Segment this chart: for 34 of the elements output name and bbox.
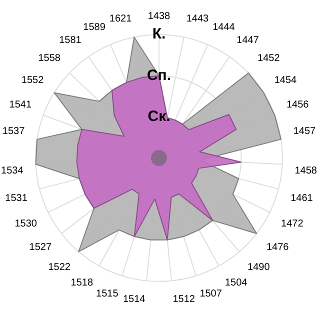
spoke-label: 1514 <box>123 294 146 305</box>
spoke-label: 1515 <box>96 288 119 300</box>
spoke-label: 1504 <box>224 278 248 289</box>
spoke-label: 1518 <box>70 278 94 289</box>
spoke-label: 1452 <box>258 53 280 64</box>
y-tick-label: Сп. <box>146 66 172 84</box>
spoke-label: 1534 <box>1 166 24 177</box>
spoke-label: 1458 <box>294 166 318 177</box>
spoke-label: 1490 <box>248 262 270 273</box>
y-tick-label: К. <box>152 26 166 43</box>
spoke-label: 1530 <box>14 218 38 230</box>
spoke-label: 1537 <box>2 126 26 138</box>
spoke-label: 1541 <box>9 100 32 111</box>
spoke-label: 1443 <box>186 14 210 25</box>
spoke-label: 1581 <box>59 35 82 46</box>
spoke-label: 1461 <box>290 192 314 204</box>
y-tick-label: Ск. <box>148 108 170 125</box>
spoke-label: 1621 <box>109 14 132 25</box>
spoke-label: 1454 <box>274 74 298 86</box>
spoke-label: 1512 <box>172 294 196 305</box>
spoke-label: 1552 <box>21 74 44 86</box>
spoke-label: 1476 <box>266 242 290 253</box>
spoke-label: 1558 <box>38 53 61 64</box>
spoke-label: 1527 <box>29 242 52 253</box>
spoke-label: 1456 <box>286 100 310 111</box>
spoke-label: 1472 <box>281 218 304 230</box>
spoke-label: 1444 <box>212 22 236 33</box>
spoke-label: 1447 <box>236 35 260 46</box>
spoke-label: 1522 <box>48 262 71 273</box>
spoke-label: 1531 <box>5 192 28 204</box>
spoke-label: 1438 <box>148 10 171 22</box>
spoke-label: 1589 <box>83 22 106 33</box>
spoke-label: 1507 <box>200 288 222 300</box>
spoke-label: 1457 <box>293 126 316 138</box>
